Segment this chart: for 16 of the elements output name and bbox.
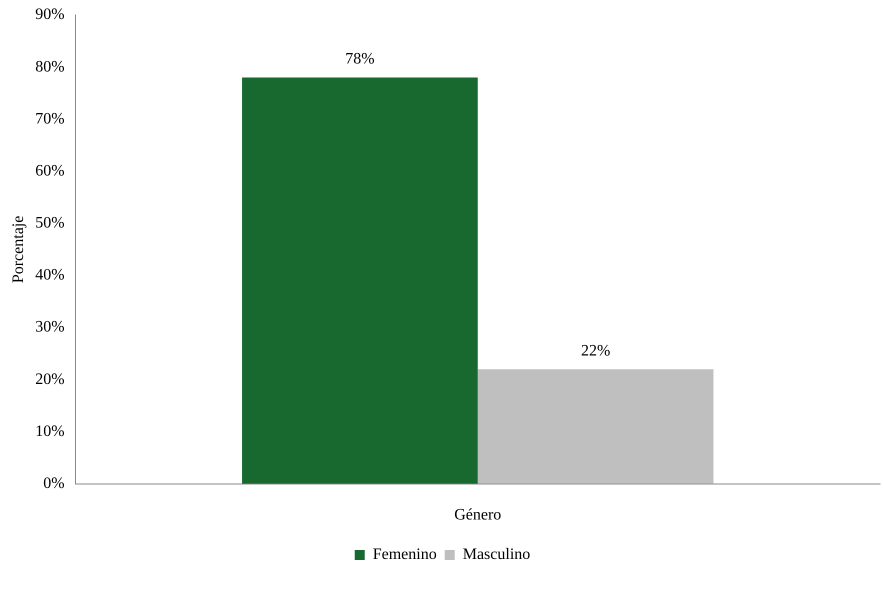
legend-label: Femenino xyxy=(372,546,437,564)
legend-label: Masculino xyxy=(462,546,530,564)
y-tick-label: 70% xyxy=(35,110,65,128)
y-tick-label: 90% xyxy=(35,6,65,24)
y-tick-label: 30% xyxy=(35,318,65,336)
y-tick-label: 60% xyxy=(35,162,65,180)
y-tick-label: 40% xyxy=(35,266,65,284)
y-tick-label: 50% xyxy=(35,214,65,232)
data-label: 78% xyxy=(345,50,375,68)
y-tick-label: 0% xyxy=(43,475,65,492)
y-tick-label: 20% xyxy=(35,370,65,388)
y-tick-label: 80% xyxy=(35,58,65,76)
x-tick-label: Género xyxy=(454,506,502,524)
y-axis-title: Porcentaje xyxy=(10,216,27,284)
data-label: 22% xyxy=(580,342,610,360)
y-tick-label: 10% xyxy=(35,422,65,440)
